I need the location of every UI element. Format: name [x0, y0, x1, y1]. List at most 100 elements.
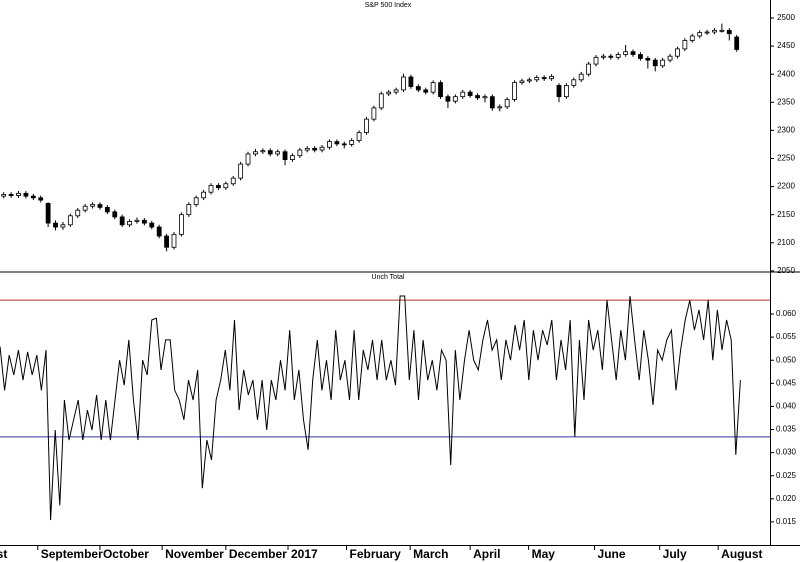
candle-body [341, 143, 347, 146]
candle-body [119, 216, 125, 226]
candle-body [282, 151, 288, 161]
y-tick-label: 0.030 [776, 448, 797, 457]
candle-body [675, 48, 680, 57]
y-tick-label: 0.015 [776, 517, 797, 526]
candle-body [60, 224, 66, 228]
candle-body [482, 96, 488, 99]
candle-body [67, 215, 73, 226]
line-series [0, 295, 741, 521]
candle-body [8, 194, 14, 196]
candle-body [327, 141, 332, 148]
candle-body [689, 35, 695, 41]
candle-body [260, 150, 266, 153]
x-tick-label: 2017 [291, 547, 318, 561]
candle-body [645, 58, 651, 61]
candle-body [364, 118, 369, 134]
candle-body [378, 93, 384, 109]
candle-body [208, 185, 214, 193]
candle-body [304, 147, 310, 151]
candle-body [30, 195, 36, 199]
candle-body [238, 163, 244, 179]
candle-body [504, 99, 510, 108]
candle-body [267, 150, 273, 155]
candle-body [660, 59, 666, 67]
candle-body [290, 155, 295, 161]
candle-body [726, 29, 732, 35]
candle-body [704, 31, 710, 34]
candle-body [401, 76, 406, 91]
candle-body [541, 77, 547, 80]
candle-body [127, 221, 132, 226]
candle-body [438, 82, 443, 98]
y-tick-label: 0.050 [776, 355, 797, 364]
x-tick-label: September [41, 547, 103, 561]
candle-body [556, 85, 562, 98]
y-tick-label: 2350 [777, 97, 795, 106]
candle-body [297, 149, 303, 157]
candle-body [230, 177, 236, 185]
candle-body [563, 85, 569, 98]
candle-body [586, 63, 592, 75]
candle-body [178, 214, 184, 235]
candle-body [489, 96, 495, 109]
candle-body [571, 79, 577, 86]
y-tick-label: 0.025 [776, 471, 797, 480]
candle-body [712, 29, 717, 33]
candle-body [356, 132, 362, 141]
candle-body [53, 222, 58, 228]
candle-body [82, 205, 88, 211]
candle-body [186, 204, 192, 216]
y-tick-label: 0.055 [776, 332, 797, 341]
x-tick-label: October [103, 547, 149, 561]
candle-body [697, 32, 703, 37]
y-tick-label: 2400 [777, 69, 795, 78]
candle-body [141, 219, 147, 224]
y-tick-label: 0.035 [776, 425, 797, 434]
candle-body [156, 226, 162, 237]
candle-body [430, 82, 436, 93]
candle-body [112, 211, 118, 218]
candle-body [104, 206, 110, 213]
candle-body [349, 140, 355, 145]
candle-body [475, 95, 480, 99]
x-tick-label: December [229, 547, 287, 561]
candle-body [460, 91, 466, 98]
candle-body [253, 151, 258, 155]
y-tick-label: 2250 [777, 154, 795, 163]
candle-body [75, 209, 81, 217]
candle-body [593, 56, 599, 65]
y-tick-label: 2500 [777, 13, 795, 22]
y-tick-label: 2150 [777, 210, 795, 219]
candle-body [630, 51, 636, 55]
candle-body [452, 96, 458, 102]
x-tick-label: March [413, 547, 448, 561]
x-tick-label: May [532, 547, 556, 561]
x-tick-label: August [721, 547, 762, 561]
candle-body [149, 222, 155, 228]
candle-body [415, 86, 421, 91]
candle-body [1, 194, 7, 197]
candle-body [467, 91, 473, 96]
candle-body [386, 91, 392, 95]
candle-body [608, 55, 614, 58]
y-tick-label: 0.060 [776, 309, 797, 318]
chart-title: S&P 500 Index [365, 2, 412, 9]
y-tick-label: 0.020 [776, 494, 797, 503]
x-tick-label: April [473, 547, 500, 561]
y-tick-label: 2200 [777, 182, 795, 191]
candle-body [371, 107, 377, 120]
candle-body [164, 235, 169, 248]
candle-body [16, 192, 21, 196]
candle-body [312, 147, 318, 151]
candle-body [719, 29, 725, 32]
candle-body [38, 197, 44, 201]
y-tick-label: 0.045 [776, 378, 797, 387]
y-tick-label: 0.040 [776, 402, 797, 411]
candle-body [334, 141, 340, 145]
candle-body [134, 219, 140, 222]
candle-body [90, 204, 95, 207]
y-tick-label: 2050 [777, 266, 795, 275]
candle-body [216, 185, 221, 189]
